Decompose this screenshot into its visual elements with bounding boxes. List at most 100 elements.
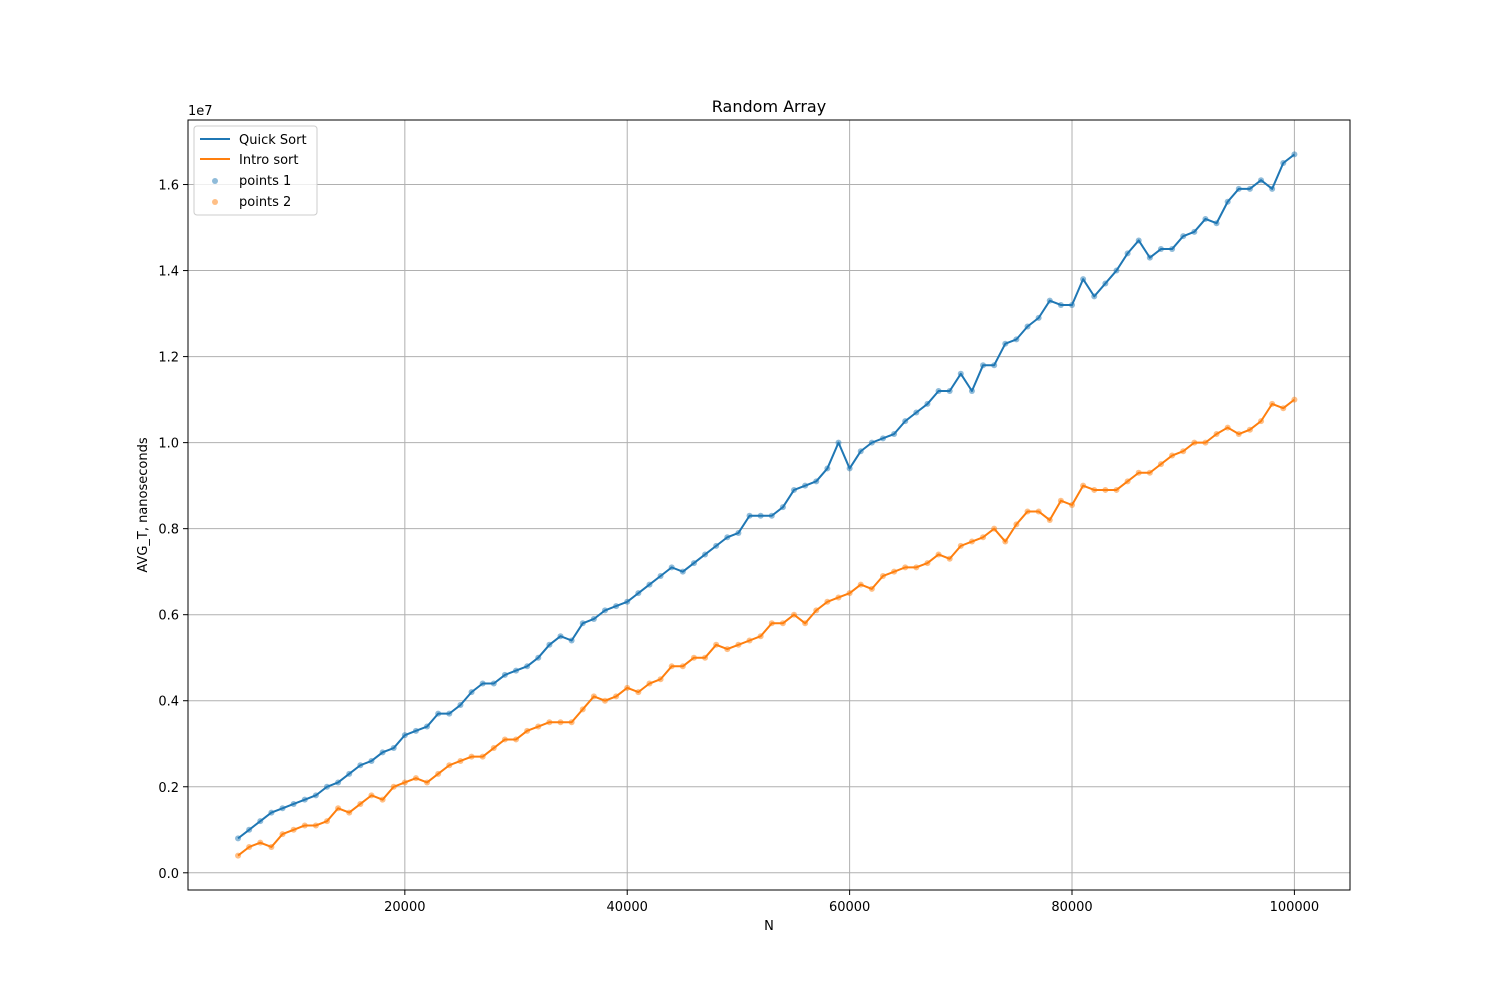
- data-point-quick-sort: [479, 680, 486, 687]
- data-point-intro-sort: [1080, 482, 1087, 489]
- data-point-quick-sort: [1235, 185, 1242, 192]
- data-point-quick-sort: [1035, 314, 1042, 321]
- data-point-intro-sort: [1180, 448, 1187, 455]
- data-point-quick-sort: [357, 762, 364, 769]
- data-point-quick-sort: [524, 663, 531, 670]
- data-point-intro-sort: [924, 560, 931, 567]
- data-point-intro-sort: [446, 762, 453, 769]
- data-point-quick-sort: [1180, 233, 1187, 240]
- data-point-intro-sort: [624, 684, 631, 691]
- data-point-intro-sort: [1291, 396, 1298, 403]
- y-tick-label: 1.4: [158, 265, 179, 280]
- data-point-quick-sort: [312, 792, 319, 799]
- data-point-quick-sort: [991, 362, 998, 369]
- data-point-quick-sort: [1157, 246, 1164, 253]
- data-point-intro-sort: [1135, 469, 1142, 476]
- data-point-quick-sort: [457, 702, 464, 709]
- data-point-intro-sort: [957, 542, 964, 549]
- data-point-quick-sort: [902, 418, 909, 425]
- data-point-quick-sort: [579, 620, 586, 627]
- data-point-quick-sort: [935, 388, 942, 395]
- data-point-quick-sort: [1024, 323, 1031, 330]
- data-point-intro-sort: [235, 852, 242, 859]
- data-point-quick-sort: [1191, 228, 1198, 235]
- data-point-intro-sort: [257, 839, 264, 846]
- plot-frame: [187, 119, 1351, 891]
- data-point-intro-sort: [724, 646, 731, 653]
- data-point-quick-sort: [957, 370, 964, 377]
- data-point-intro-sort: [535, 723, 542, 730]
- data-point-quick-sort: [724, 534, 731, 541]
- data-point-quick-sort: [868, 439, 875, 446]
- data-point-quick-sort: [624, 598, 631, 605]
- data-point-intro-sort: [268, 843, 275, 850]
- data-point-intro-sort: [779, 620, 786, 627]
- data-point-quick-sort: [757, 512, 764, 519]
- data-point-quick-sort: [746, 512, 753, 519]
- data-point-intro-sort: [590, 693, 597, 700]
- data-point-intro-sort: [657, 676, 664, 683]
- data-point-quick-sort: [257, 818, 264, 825]
- data-point-intro-sort: [968, 538, 975, 545]
- data-point-quick-sort: [857, 448, 864, 455]
- data-point-intro-sort: [646, 680, 653, 687]
- scatter-intro-sort: [235, 396, 1298, 859]
- legend: Quick Sort Intro sort points 1 points 2: [193, 125, 318, 216]
- ticks: 20000 40000 60000 80000 100000 0.0 0.2 0.4 0.6 0.…: [158, 179, 1319, 915]
- data-point-intro-sort: [1013, 521, 1020, 528]
- data-point-intro-sort: [335, 805, 342, 812]
- data-point-quick-sort: [513, 667, 520, 674]
- data-point-intro-sort: [746, 637, 753, 644]
- data-point-intro-sort: [312, 822, 319, 829]
- data-point-intro-sort: [679, 663, 686, 670]
- legend-box: [193, 125, 318, 216]
- data-point-intro-sort: [435, 770, 442, 777]
- data-point-intro-sort: [713, 641, 720, 648]
- data-point-intro-sort: [768, 620, 775, 627]
- data-point-quick-sort: [1113, 267, 1120, 274]
- data-point-quick-sort: [846, 465, 853, 472]
- data-point-intro-sort: [1113, 486, 1120, 493]
- data-point-quick-sort: [1246, 185, 1253, 192]
- data-point-quick-sort: [1124, 250, 1131, 257]
- data-point-quick-sort: [435, 710, 442, 717]
- data-point-quick-sort: [835, 439, 842, 446]
- data-point-quick-sort: [635, 590, 642, 597]
- data-point-quick-sort: [368, 757, 375, 764]
- data-point-intro-sort: [1124, 478, 1131, 485]
- legend-label-points-2: points 2: [239, 195, 291, 210]
- data-point-intro-sort: [857, 581, 864, 588]
- y-tick-label: 0.8: [158, 523, 179, 538]
- data-point-quick-sort: [379, 749, 386, 756]
- data-point-quick-sort: [246, 826, 253, 833]
- data-point-intro-sort: [1002, 538, 1009, 545]
- data-point-quick-sort: [813, 478, 820, 485]
- data-point-intro-sort: [1213, 431, 1220, 438]
- y-tick-label: 0.4: [158, 695, 179, 710]
- data-point-intro-sort: [479, 753, 486, 760]
- data-point-intro-sort: [1280, 405, 1287, 412]
- data-point-intro-sort: [246, 843, 253, 850]
- data-point-quick-sort: [1202, 215, 1209, 222]
- x-tick-label: 60000: [829, 900, 870, 915]
- data-point-quick-sort: [501, 671, 508, 678]
- y-tick-label: 1.6: [158, 179, 179, 194]
- data-point-intro-sort: [546, 719, 553, 726]
- data-point-intro-sort: [946, 555, 953, 562]
- data-point-quick-sort: [779, 504, 786, 511]
- data-point-intro-sort: [1202, 439, 1209, 446]
- data-point-intro-sort: [1057, 497, 1064, 504]
- data-point-quick-sort: [1280, 160, 1287, 167]
- y-tick-label: 0.2: [158, 781, 179, 796]
- data-point-quick-sort: [535, 654, 542, 661]
- data-point-intro-sort: [279, 831, 286, 838]
- data-point-intro-sort: [902, 564, 909, 571]
- data-point-quick-sort: [1046, 297, 1053, 304]
- data-point-quick-sort: [679, 568, 686, 575]
- data-point-quick-sort: [1224, 198, 1231, 205]
- data-point-intro-sort: [635, 689, 642, 696]
- data-point-intro-sort: [457, 757, 464, 764]
- legend-marker-points-1: [212, 178, 218, 184]
- data-point-quick-sort: [490, 680, 497, 687]
